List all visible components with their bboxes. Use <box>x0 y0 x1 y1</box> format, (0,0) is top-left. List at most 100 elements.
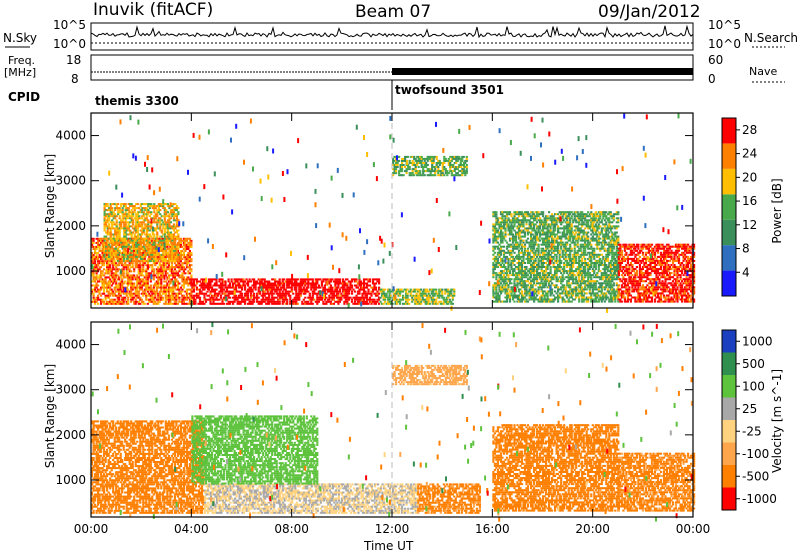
heatmap-cell <box>149 294 152 297</box>
heatmap-cell <box>368 284 372 287</box>
heatmap-cell <box>166 284 169 287</box>
heatmap-cell <box>251 288 254 291</box>
heatmap-cell <box>495 290 498 293</box>
heatmap-cell <box>319 286 322 289</box>
heatmap-cell <box>262 298 265 301</box>
heatmap-cell <box>173 292 176 295</box>
heatmap-cell <box>200 278 203 281</box>
heatmap-cell <box>157 276 160 279</box>
heatmap-cell <box>537 251 540 254</box>
heatmap-cell <box>128 278 131 281</box>
heatmap-cell <box>505 255 509 258</box>
heatmap-cell <box>271 284 274 287</box>
heatmap-cell <box>504 227 507 230</box>
heatmap-cell <box>221 290 224 293</box>
heatmap-cell <box>213 302 217 305</box>
heatmap-cell <box>166 245 169 248</box>
heatmap-cell <box>203 302 206 305</box>
heatmap-cell <box>154 207 157 210</box>
heatmap-cell <box>242 296 245 299</box>
heatmap-cell <box>265 302 268 305</box>
heatmap-cell <box>259 286 262 289</box>
heatmap-cell <box>169 286 172 289</box>
heatmap-cell <box>112 298 115 301</box>
heatmap-cell <box>142 302 145 305</box>
heatmap-cell <box>185 245 188 248</box>
heatmap-cell <box>292 282 295 285</box>
heatmap-cell <box>163 247 166 250</box>
heatmap-cell <box>162 251 165 254</box>
heatmap-cell <box>293 300 296 303</box>
heatmap-cell <box>269 300 272 303</box>
heatmap-cell <box>115 276 118 279</box>
heatmap-cell <box>238 278 241 281</box>
heatmap-cell <box>181 302 184 305</box>
heatmap-cell <box>159 241 162 244</box>
heatmap-cell <box>94 298 97 301</box>
heatmap-cell <box>365 282 369 285</box>
heatmap-cell <box>542 215 545 218</box>
heatmap-cell <box>340 298 343 301</box>
heatmap-cell <box>200 302 203 305</box>
heatmap-cell <box>209 298 212 301</box>
heatmap-cell <box>209 300 212 303</box>
heatmap-cell <box>111 249 114 252</box>
heatmap-cell <box>499 292 503 295</box>
heatmap-cell <box>275 286 278 289</box>
heatmap-cell <box>271 278 274 281</box>
heatmap-cell <box>118 298 121 301</box>
heatmap-cell <box>340 292 343 295</box>
heatmap-cell <box>103 302 106 305</box>
heatmap-cell <box>173 274 176 277</box>
heatmap-cell <box>310 288 313 291</box>
heatmap-cell <box>346 300 349 303</box>
heatmap-cell <box>427 298 430 301</box>
heatmap-cell <box>112 266 115 269</box>
heatmap-cell <box>528 219 531 222</box>
heatmap-cell <box>293 288 296 291</box>
heatmap-cell <box>355 294 358 297</box>
heatmap-cell <box>534 296 537 299</box>
heatmap-cell <box>365 294 369 297</box>
heatmap-cell <box>278 296 281 299</box>
heatmap-cell <box>104 302 107 305</box>
heatmap-cell <box>508 296 512 299</box>
heatmap-cell <box>213 282 217 285</box>
heatmap-cell <box>173 237 176 240</box>
heatmap-cell <box>92 241 95 244</box>
heatmap-cell <box>175 264 178 267</box>
heatmap-cell <box>507 266 510 268</box>
heatmap-cell <box>139 270 142 273</box>
heatmap-cell <box>157 282 160 285</box>
heatmap-cell <box>116 284 119 287</box>
heatmap-cell <box>91 284 94 287</box>
heatmap-cell <box>139 262 142 265</box>
heatmap-cell <box>127 288 130 291</box>
heatmap-cell <box>495 264 498 266</box>
heatmap-cell <box>266 288 269 291</box>
heatmap-cell <box>182 280 185 283</box>
heatmap-cell <box>104 298 107 301</box>
heatmap-cell <box>100 298 103 301</box>
heatmap-cell <box>533 282 536 285</box>
heatmap-cell <box>537 290 540 293</box>
heatmap-cell <box>128 274 131 277</box>
heatmap-cell <box>545 282 548 285</box>
heatmap-cell <box>492 276 495 279</box>
heatmap-cell <box>262 286 265 289</box>
heatmap-cell <box>166 288 169 291</box>
heatmap-cell <box>540 280 543 283</box>
heatmap-cell <box>263 300 266 303</box>
heatmap-cell <box>94 250 97 252</box>
heatmap-cell <box>178 270 181 273</box>
heatmap-cell <box>213 284 217 287</box>
heatmap-cell <box>209 296 212 299</box>
heatmap-cell <box>181 294 184 297</box>
heatmap-cell <box>177 213 180 216</box>
heatmap-cell <box>172 223 175 226</box>
heatmap-cell <box>222 298 226 301</box>
heatmap-cell <box>257 290 260 293</box>
heatmap-cell <box>113 268 116 271</box>
heatmap-cell <box>253 284 256 287</box>
heatmap-cell <box>203 292 206 295</box>
